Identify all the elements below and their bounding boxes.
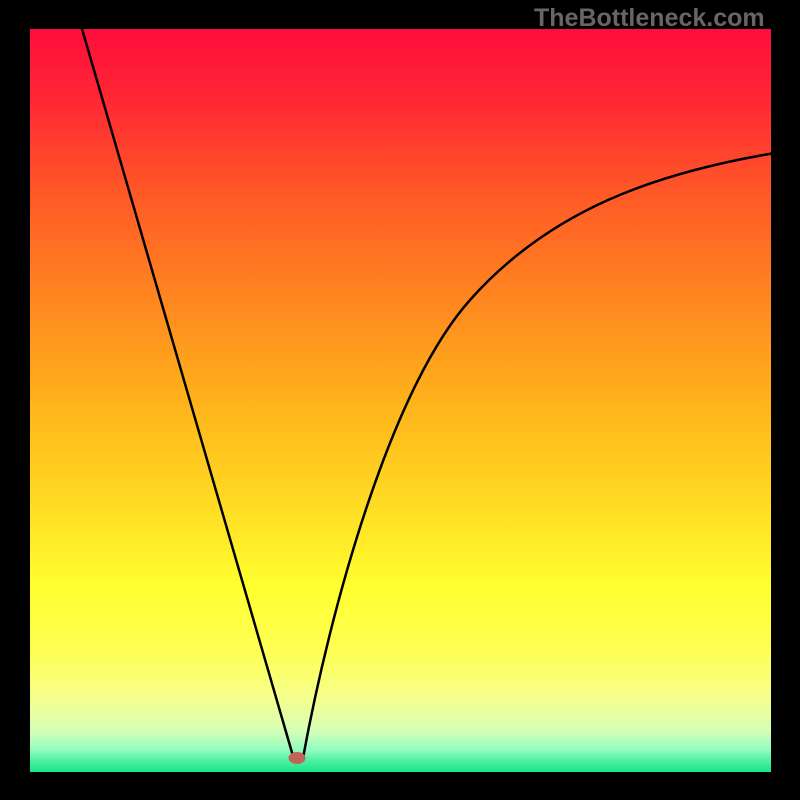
curve-minimum-marker <box>289 752 306 764</box>
watermark-text: TheBottleneck.com <box>534 4 765 33</box>
chart-svg <box>0 0 800 800</box>
curve-right-branch <box>303 153 775 758</box>
curve-left-branch <box>78 15 293 756</box>
chart-frame: TheBottleneck.com <box>0 0 800 800</box>
plot-area <box>30 29 771 772</box>
